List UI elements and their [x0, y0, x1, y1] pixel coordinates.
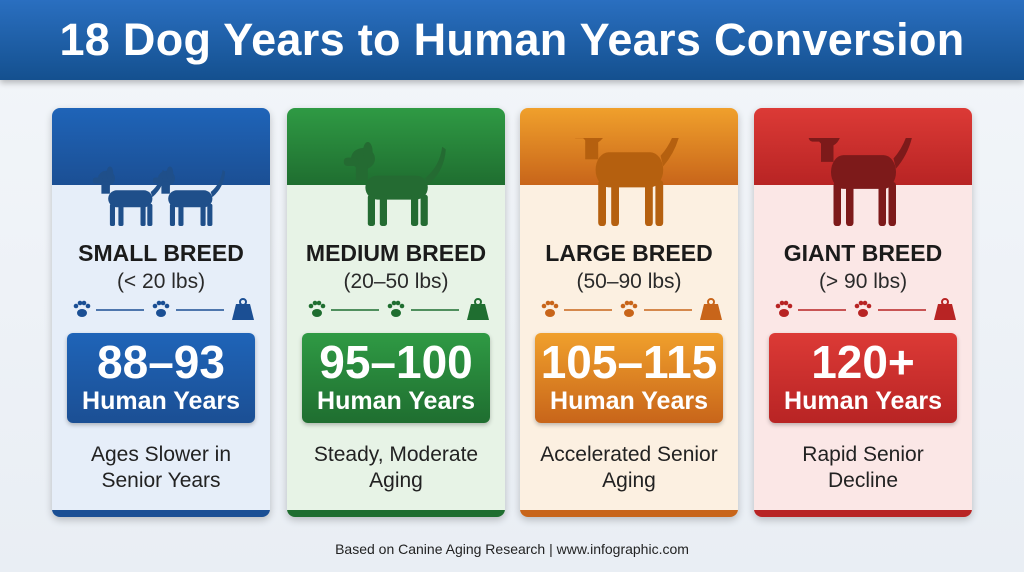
years-unit: Human Years — [550, 387, 708, 415]
aging-description: Ages Slower in Senior Years — [90, 443, 232, 492]
years-range: 95–100 — [319, 336, 473, 388]
dog-icon — [92, 166, 226, 226]
dog-icon — [808, 138, 912, 226]
dog-icon — [343, 142, 446, 226]
years-unit: Human Years — [82, 387, 240, 415]
title: 18 Dog Years to Human Years Conversion — [59, 14, 965, 65]
aging-description: Steady, Moderate Aging — [313, 443, 479, 492]
footer-source: Based on Canine Aging Research | www.inf… — [335, 541, 689, 557]
breed-name: MEDIUM BREED — [305, 240, 487, 266]
card-footer-bar — [287, 510, 505, 517]
breed-weight: (20–50 lbs) — [343, 270, 449, 293]
breed-name: LARGE BREED — [545, 240, 713, 266]
paw-divider — [73, 298, 254, 320]
breed-card: GIANT BREED (> 90 lbs) 120+ Human Years Rapi… — [754, 108, 972, 517]
years-range: 88–93 — [97, 336, 225, 388]
breed-weight: (< 20 lbs) — [116, 270, 206, 293]
paw-divider — [775, 298, 956, 320]
breed-card: MEDIUM BREED (20–50 lbs) 95–100 Human Years… — [287, 108, 505, 517]
years-unit: Human Years — [784, 387, 942, 415]
breed-card: LARGE BREED (50–90 lbs) 105–115 Human Years… — [520, 108, 738, 517]
card-footer-bar — [520, 510, 738, 517]
title-banner: 18 Dog Years to Human Years Conversion — [0, 0, 1024, 80]
breed-weight: (> 90 lbs) — [818, 270, 908, 293]
card-footer-bar — [754, 510, 972, 517]
aging-description: Accelerated Senior Aging — [540, 443, 718, 492]
years-box: 120+ Human Years — [769, 333, 957, 423]
years-box: 105–115 Human Years — [535, 333, 723, 423]
breed-name: GIANT BREED — [783, 240, 943, 266]
card-footer-bar — [52, 510, 270, 517]
paw-divider — [308, 298, 489, 320]
years-unit: Human Years — [317, 387, 475, 415]
years-range: 120+ — [811, 336, 915, 388]
card-header — [287, 108, 505, 185]
breed-name: SMALL BREED — [78, 240, 244, 266]
years-range: 105–115 — [540, 336, 718, 388]
dog-icon — [574, 138, 679, 226]
breed-card: SMALL BREED (< 20 lbs) 88–93 Human Years Age… — [52, 108, 270, 517]
breed-weight: (50–90 lbs) — [576, 270, 682, 293]
card-header — [52, 108, 270, 185]
paw-divider — [541, 298, 722, 320]
years-box: 95–100 Human Years — [302, 333, 490, 423]
years-box: 88–93 Human Years — [67, 333, 255, 423]
aging-description: Rapid Senior Decline — [802, 443, 924, 492]
